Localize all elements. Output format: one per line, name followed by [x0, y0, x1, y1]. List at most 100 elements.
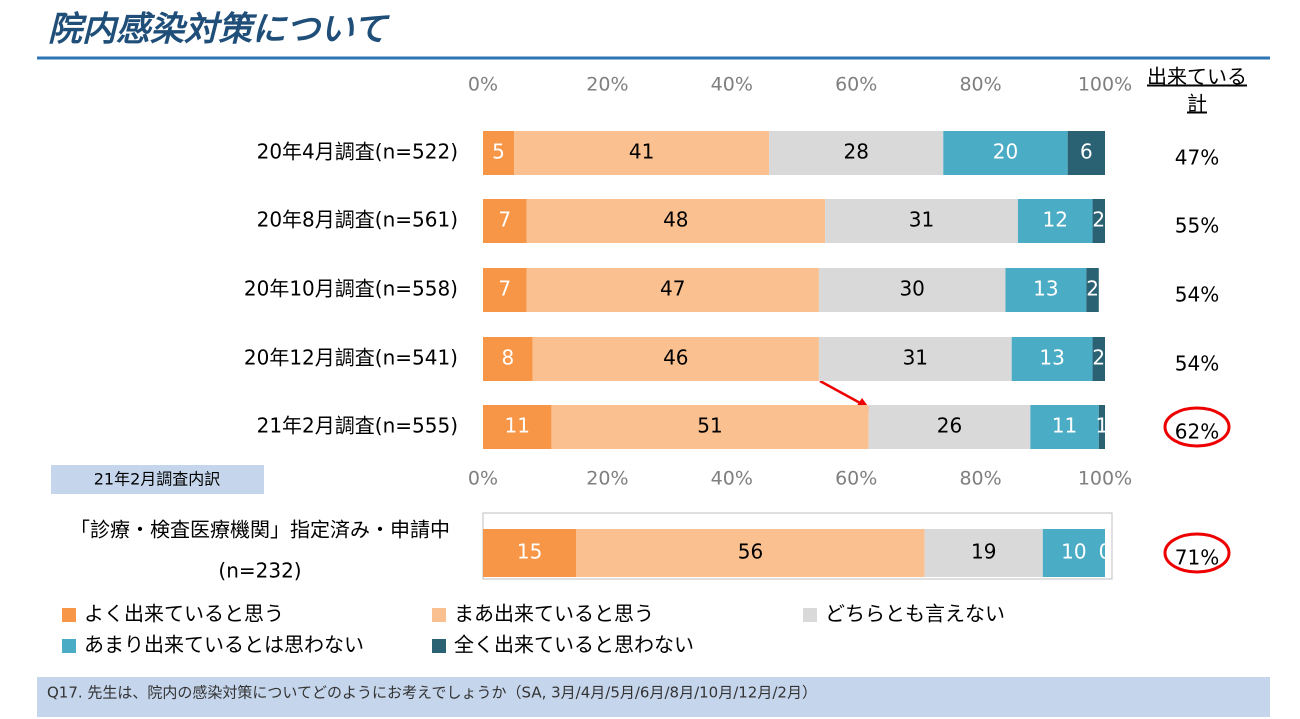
legend-label: あまり出来ているとは思わない: [84, 633, 364, 657]
data-label: 1: [1096, 414, 1109, 438]
total-label: 47%: [1175, 146, 1219, 170]
bar-segment: [483, 405, 552, 449]
bar-segment: [1092, 199, 1105, 243]
legend-label: 全く出来ていると思わない: [454, 633, 694, 657]
total-label: 62%: [1175, 420, 1219, 444]
data-label: 5: [492, 140, 505, 164]
x-tick-label: 20%: [586, 468, 628, 490]
subtitle-box: [51, 465, 264, 494]
category-label: 20年10月調査(n=558): [244, 277, 458, 301]
total-label: 54%: [1175, 352, 1219, 376]
bar-segment: [576, 529, 925, 577]
data-label: 51: [697, 414, 722, 438]
category-label: 21年2月調査(n=555): [257, 414, 458, 438]
category-label: 「診療・検査医療機関」指定済み・申請中: [70, 518, 450, 542]
data-label: 6: [1080, 140, 1093, 164]
data-label: 20: [993, 140, 1018, 164]
bar-segment: [526, 199, 826, 243]
data-label: 13: [1039, 346, 1064, 370]
bar-segment: [1042, 529, 1105, 577]
data-label: 26: [937, 414, 962, 438]
data-label: 13: [1033, 277, 1058, 301]
data-label: 11: [1052, 414, 1077, 438]
bar-segment: [514, 131, 770, 175]
legend-label: よく出来ていると思う: [84, 602, 284, 626]
category-label: 20年8月調査(n=561): [257, 208, 458, 232]
bar-segment: [551, 405, 869, 449]
bar-segment: [1092, 337, 1105, 381]
bar-segment: [868, 405, 1031, 449]
bar-segment: [526, 268, 819, 312]
bar-segment: [483, 268, 527, 312]
data-label: 0: [1099, 540, 1112, 564]
bar-segment: [924, 529, 1043, 577]
data-label: 31: [903, 346, 928, 370]
note: Q17. 先生は、院内の感染対策についてどのようにお考えでしょうか（SA, 3月…: [47, 684, 817, 702]
bar-segment: [943, 131, 1068, 175]
data-label: 2: [1092, 346, 1105, 370]
x-tick-label: 60%: [835, 468, 877, 490]
bar-segment: [483, 131, 515, 175]
x-tick-label: 40%: [711, 74, 753, 96]
highlight-circle: [1163, 406, 1231, 448]
bar-segment: [818, 268, 1006, 312]
legend-label: どちらとも言えない: [825, 602, 1005, 626]
x-tick-label: 0%: [468, 74, 498, 96]
x-tick-label: 20%: [586, 74, 628, 96]
slide-title: 院内感染対策について: [48, 10, 390, 50]
data-label: 41: [629, 140, 654, 164]
bar-segment: [483, 529, 577, 577]
legend-label: まあ出来ていると思う: [454, 602, 654, 626]
x-tick-label: 60%: [835, 74, 877, 96]
bar-segment: [1067, 131, 1105, 175]
data-label: 10: [1061, 540, 1086, 564]
data-label: 30: [899, 277, 924, 301]
data-label: 12: [1043, 208, 1068, 232]
bar-segment: [769, 131, 944, 175]
bar-segment: [1086, 268, 1099, 312]
bar-segment: [1098, 405, 1105, 449]
total-label: 55%: [1175, 214, 1219, 238]
bar-segment: [1011, 337, 1093, 381]
bar-segment: [1005, 268, 1087, 312]
bar-segment: [825, 199, 1018, 243]
data-label: 56: [738, 540, 763, 564]
legend-swatch: [432, 608, 446, 622]
bar-segment: [818, 337, 1012, 381]
category-label: (n=232): [218, 559, 301, 583]
data-label: 7: [498, 208, 511, 232]
x-tick-label: 80%: [959, 74, 1001, 96]
data-label: 2: [1086, 277, 1099, 301]
data-label: 46: [663, 346, 688, 370]
bar-segment: [483, 199, 527, 243]
data-label: 31: [909, 208, 934, 232]
highlight-circle: [1163, 532, 1231, 574]
bar-segment: [1017, 199, 1093, 243]
legend-swatch: [62, 608, 76, 622]
bar-segment: [532, 337, 819, 381]
data-label: 2: [1092, 208, 1105, 232]
x-tick-label: 0%: [468, 468, 498, 490]
data-label: 7: [498, 277, 511, 301]
x-tick-label: 80%: [959, 468, 1001, 490]
category-label: 20年12月調査(n=541): [244, 346, 458, 370]
bar-segment: [483, 337, 533, 381]
category-label: 20年4月調査(n=522): [257, 140, 458, 164]
data-label: 8: [502, 346, 515, 370]
total-label: 54%: [1175, 283, 1219, 307]
total-title: 出来ている: [1147, 65, 1247, 89]
legend-swatch: [62, 639, 76, 653]
arrow: [819, 379, 863, 406]
data-label: 19: [971, 540, 996, 564]
data-label: 15: [517, 540, 542, 564]
legend-swatch: [803, 608, 817, 622]
total-label: 71%: [1175, 546, 1219, 570]
data-label: 47: [660, 277, 685, 301]
bar-segment: [1030, 405, 1099, 449]
note-box: [37, 677, 1270, 717]
data-label: 28: [843, 140, 868, 164]
total-title: 計: [1187, 92, 1207, 116]
data-label: 48: [663, 208, 688, 232]
x-tick-label: 100%: [1078, 468, 1132, 490]
